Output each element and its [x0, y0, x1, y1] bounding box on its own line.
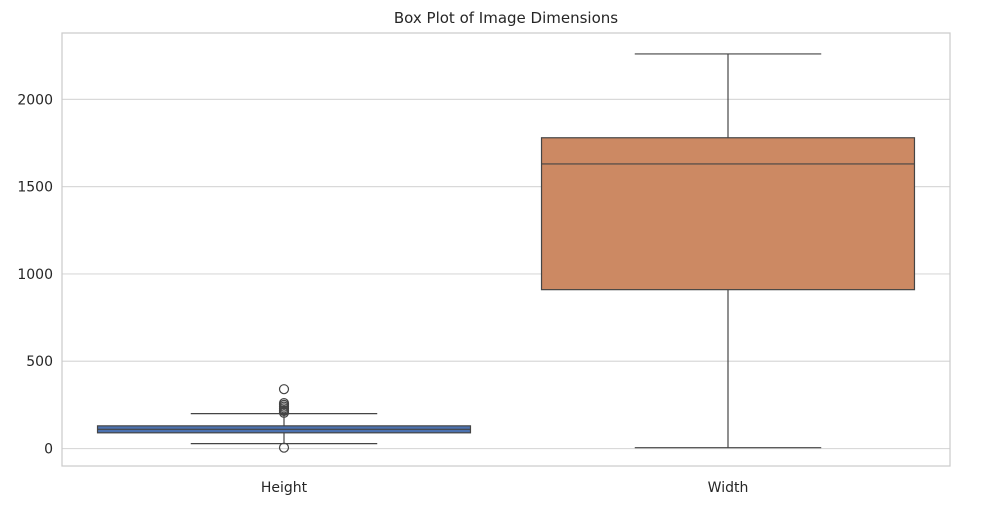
- outlier-point: [278, 398, 290, 409]
- box-height: [96, 384, 472, 453]
- y-tick-label: 1500: [17, 180, 53, 196]
- y-tick-label: 0: [44, 442, 53, 458]
- chart-title: Box Plot of Image Dimensions: [394, 9, 618, 27]
- y-tick-label: 1000: [17, 267, 53, 283]
- outlier-point: [278, 442, 290, 453]
- boxes: [96, 53, 916, 453]
- y-tick-label: 2000: [17, 92, 53, 108]
- y-tick-labels: 0 500 1000 1500 2000: [17, 92, 53, 457]
- outlier-point: [278, 384, 290, 395]
- x-tick-label: Height: [261, 480, 308, 496]
- box-width: [540, 53, 916, 449]
- y-tick-label: 500: [26, 354, 53, 370]
- iqr-box: [540, 137, 916, 291]
- x-tick-label: Width: [708, 480, 749, 496]
- plot-frame: [61, 32, 951, 467]
- x-tick-labels: Height Width: [261, 480, 748, 496]
